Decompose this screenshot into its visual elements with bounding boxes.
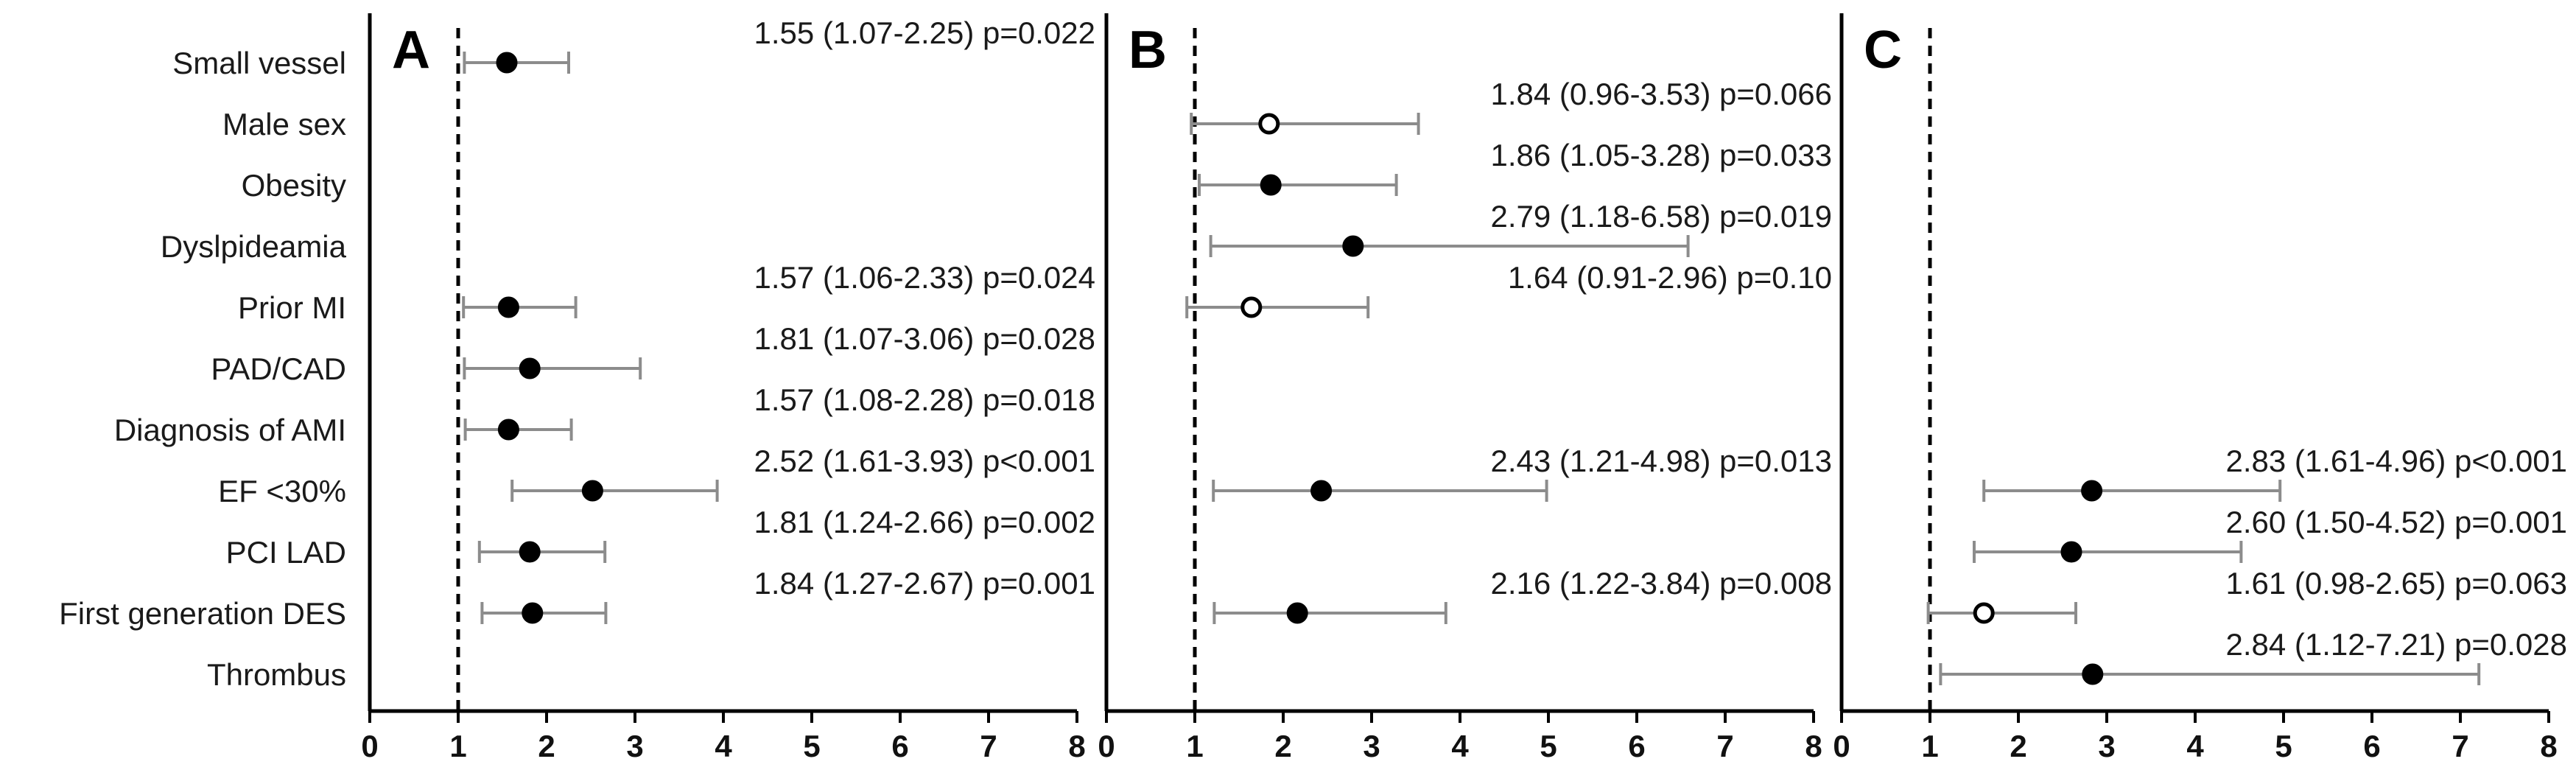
estimate-label: 1.81 (1.24-2.66) p=0.002 bbox=[754, 505, 1095, 539]
hazard-ratio-point bbox=[1310, 480, 1333, 502]
x-tick-label: 2 bbox=[538, 729, 555, 763]
x-tick-label: 8 bbox=[1068, 729, 1085, 763]
x-tick-label: 2 bbox=[2010, 729, 2026, 763]
estimate-label: 1.61 (0.98-2.65) p=0.063 bbox=[2225, 566, 2567, 601]
hazard-ratio-point bbox=[1973, 602, 1995, 624]
estimate-label: 1.57 (1.08-2.28) p=0.018 bbox=[754, 382, 1095, 417]
x-tick-label: 0 bbox=[1833, 729, 1850, 763]
hazard-ratio-point bbox=[522, 602, 544, 624]
estimate-label: 1.64 (0.91-2.96) p=0.10 bbox=[1508, 260, 1832, 295]
x-tick-label: 4 bbox=[1451, 729, 1469, 763]
estimate-label: 1.57 (1.06-2.33) p=0.024 bbox=[754, 260, 1095, 295]
x-tick-label: 6 bbox=[1628, 729, 1645, 763]
x-tick-label: 4 bbox=[715, 729, 732, 763]
x-tick-label: 5 bbox=[2275, 729, 2292, 763]
hazard-ratio-point bbox=[497, 296, 519, 318]
hazard-ratio-point bbox=[519, 541, 541, 563]
estimate-label: 1.55 (1.07-2.25) p=0.022 bbox=[754, 15, 1095, 50]
x-tick-label: 8 bbox=[2540, 729, 2557, 763]
hazard-ratio-point bbox=[1260, 174, 1282, 196]
x-tick-label: 7 bbox=[2452, 729, 2468, 763]
estimate-label: 2.83 (1.61-4.96) p<0.001 bbox=[2225, 444, 2567, 478]
row-label: Diagnosis of AMI bbox=[114, 413, 346, 447]
hazard-ratio-point bbox=[1342, 235, 1364, 257]
hazard-ratio-point bbox=[1240, 296, 1263, 318]
x-tick-label: 7 bbox=[980, 729, 997, 763]
estimate-label: 2.43 (1.21-4.98) p=0.013 bbox=[1490, 444, 1832, 478]
estimate-label: 2.16 (1.22-3.84) p=0.008 bbox=[1490, 566, 1832, 601]
x-tick-label: 5 bbox=[803, 729, 820, 763]
row-label: Obesity bbox=[242, 168, 346, 203]
hazard-ratio-point bbox=[497, 419, 519, 441]
x-tick-label: 6 bbox=[2363, 729, 2380, 763]
x-tick-label: 4 bbox=[2186, 729, 2204, 763]
panel-label: B bbox=[1129, 21, 1167, 80]
row-label: Thrombus bbox=[207, 657, 346, 692]
row-label: Male sex bbox=[222, 107, 346, 141]
x-tick-label: 1 bbox=[449, 729, 466, 763]
hazard-ratio-point bbox=[519, 357, 541, 379]
panel-label: A bbox=[392, 21, 430, 80]
x-tick-label: 3 bbox=[626, 729, 643, 763]
row-label: Prior MI bbox=[238, 290, 346, 325]
hazard-ratio-point bbox=[2081, 480, 2103, 502]
hazard-ratio-point bbox=[496, 52, 518, 74]
row-label: Small vessel bbox=[172, 46, 346, 80]
panel-c: 0 1 2 3 4 5 6 7 8 C 2.83 (1.61-4.96) p<0.001 2.60 (… bbox=[1833, 13, 2567, 763]
hazard-ratio-point bbox=[2082, 663, 2104, 685]
x-tick-label: 0 bbox=[361, 729, 378, 763]
row-label: First generation DES bbox=[59, 596, 346, 631]
x-tick-label: 7 bbox=[1716, 729, 1733, 763]
x-tick-label: 5 bbox=[1540, 729, 1557, 763]
x-tick-label: 0 bbox=[1098, 729, 1115, 763]
estimate-label: 2.79 (1.18-6.58) p=0.019 bbox=[1490, 199, 1832, 234]
row-label: EF <30% bbox=[218, 474, 346, 508]
hazard-ratio-point bbox=[581, 480, 603, 502]
hazard-ratio-point bbox=[1258, 113, 1280, 135]
panel-a: 0 1 2 3 4 5 6 7 8 A 1.55 (1.07-2.25) p=0.022 1.57 (… bbox=[361, 13, 1095, 763]
x-tick-label: 3 bbox=[2098, 729, 2115, 763]
estimate-label: 1.86 (1.05-3.28) p=0.033 bbox=[1490, 138, 1832, 172]
panel-b: 0 1 2 3 4 5 6 7 8 B 1.84 (0.96-3.53) p=0.066 1.86 (… bbox=[1098, 13, 1832, 763]
estimate-label: 1.81 (1.07-3.06) p=0.028 bbox=[754, 321, 1095, 356]
estimate-label: 2.60 (1.50-4.52) p=0.001 bbox=[2225, 505, 2567, 539]
x-tick-label: 6 bbox=[891, 729, 908, 763]
row-label: PCI LAD bbox=[226, 535, 346, 570]
x-tick-label: 1 bbox=[1921, 729, 1938, 763]
x-tick-label: 2 bbox=[1274, 729, 1291, 763]
row-label: PAD/CAD bbox=[211, 351, 346, 386]
estimate-label: 2.84 (1.12-7.21) p=0.028 bbox=[2225, 627, 2567, 662]
estimate-label: 1.84 (1.27-2.67) p=0.001 bbox=[754, 566, 1095, 601]
row-labels: Small vessel Male sex Obesity Dyslpideamia P… bbox=[59, 46, 346, 692]
estimate-label: 1.84 (0.96-3.53) p=0.066 bbox=[1490, 77, 1832, 111]
estimate-label: 2.52 (1.61-3.93) p<0.001 bbox=[754, 444, 1095, 478]
panels: 0 1 2 3 4 5 6 7 8 A 1.55 (1.07-2.25) p=0.022 1.57 (… bbox=[361, 13, 2567, 763]
panel-label: C bbox=[1864, 21, 1902, 80]
x-tick-label: 8 bbox=[1805, 729, 1822, 763]
x-tick-label: 3 bbox=[1363, 729, 1380, 763]
x-tick-label: 1 bbox=[1186, 729, 1203, 763]
row-label: Dyslpideamia bbox=[161, 229, 347, 264]
hazard-ratio-point bbox=[2060, 541, 2082, 563]
hazard-ratio-point bbox=[1286, 602, 1308, 624]
